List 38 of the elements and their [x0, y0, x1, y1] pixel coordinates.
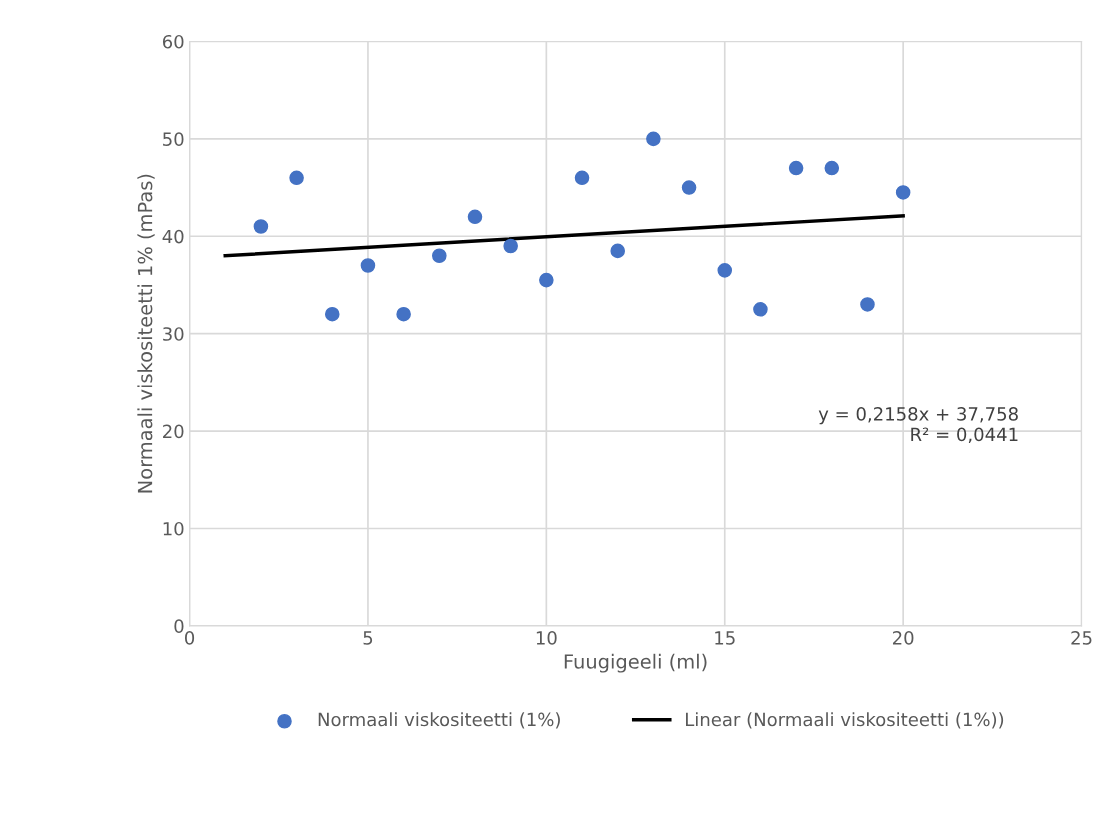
- point: [396, 306, 411, 322]
- point: [432, 248, 447, 264]
- y-tick-label: 10: [163, 521, 184, 536]
- point: [824, 160, 840, 176]
- point: [610, 243, 625, 259]
- y-tick-label: 50: [163, 132, 184, 146]
- annotation: y = 0,2158x + 37,758: [818, 407, 1018, 425]
- point: [253, 219, 269, 234]
- point: [574, 170, 590, 186]
- x-tick-label: 0: [185, 631, 195, 645]
- point: [324, 306, 340, 322]
- point: [860, 297, 875, 312]
- y-tick-label: 0: [174, 619, 184, 634]
- x-tick-label: 20: [892, 631, 914, 645]
- x-tick-label: 10: [536, 631, 557, 645]
- point: [360, 258, 376, 273]
- legend-label: Normaali viskositeetti (1%): [318, 712, 560, 729]
- point: [895, 185, 911, 200]
- point: [753, 302, 768, 317]
- x-tick-label: 5: [363, 631, 373, 645]
- point: [646, 131, 661, 147]
- y-tick-label: 40: [162, 229, 184, 244]
- x-axis-title: Fuugigeeli (ml): [564, 653, 707, 673]
- point: [289, 170, 304, 186]
- point: [788, 160, 804, 176]
- x-tick-label: 15: [715, 631, 735, 645]
- legend-label: Linear (Normaali viskositeetti (1%)): [686, 712, 1004, 729]
- point: [681, 180, 697, 195]
- y-tick-label: 30: [163, 327, 184, 341]
- y-axis-title: Normaali viskositeetti 1% (mPas): [137, 174, 155, 493]
- point: [717, 263, 733, 278]
- point: [467, 209, 483, 225]
- annotation: R² = 0,0441: [911, 427, 1018, 444]
- y-tick-label: 20: [163, 424, 184, 439]
- x-tick-label: 25: [1071, 631, 1092, 645]
- point: [503, 238, 518, 254]
- y-tick-label: 60: [162, 34, 184, 49]
- point: [539, 272, 554, 288]
